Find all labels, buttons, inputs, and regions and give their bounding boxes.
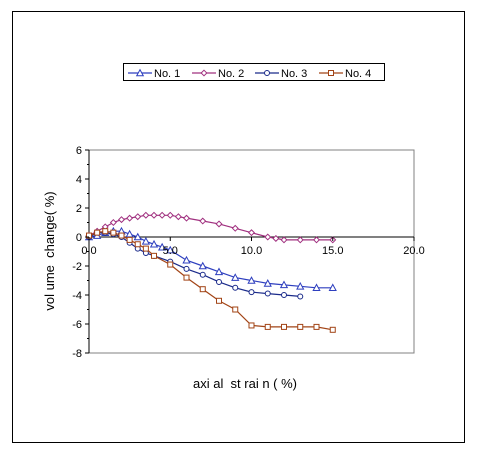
data-point [199, 271, 206, 278]
y-tick-label: 6 [76, 145, 82, 157]
data-point [231, 224, 239, 232]
series-no-3 [86, 229, 304, 300]
data-point [329, 326, 336, 333]
data-point [102, 228, 109, 235]
data-point [149, 239, 159, 248]
series-line [88, 230, 333, 331]
y-tick-label: 0 [76, 232, 82, 244]
data-point [214, 267, 224, 276]
legend-label: No. 1 [154, 68, 180, 80]
series-no-4 [86, 228, 336, 333]
chart-frame [12, 11, 465, 443]
data-point [281, 292, 287, 298]
data-point [94, 229, 101, 236]
data-point [183, 274, 190, 281]
data-point [134, 241, 141, 248]
data-point [263, 279, 272, 287]
legend-label: No. 4 [345, 68, 371, 80]
data-point [199, 286, 206, 293]
x-tick-label: 20.0 [403, 245, 424, 257]
data-point [157, 242, 167, 251]
data-point [151, 252, 157, 259]
data-point [126, 214, 134, 222]
data-point [264, 323, 271, 330]
legend: No. 1 No. 2 No. 3 No. 4 [123, 63, 385, 81]
data-point [248, 289, 255, 296]
y-tick-label: -2 [72, 261, 82, 273]
data-point [109, 218, 117, 227]
data-point [135, 68, 145, 77]
data-point [296, 281, 305, 290]
data-point [158, 211, 166, 219]
legend-label: No. 3 [281, 68, 307, 80]
y-tick-label: -4 [72, 290, 82, 302]
y-tick-label: 4 [76, 174, 82, 186]
data-point [126, 236, 133, 243]
data-point [118, 232, 125, 239]
data-point [264, 290, 271, 297]
data-point [312, 283, 321, 292]
data-point [216, 278, 222, 285]
data-point [198, 261, 207, 270]
data-point [231, 273, 240, 281]
series-line [88, 214, 333, 241]
data-point [166, 211, 174, 219]
y-tick-label: -8 [72, 348, 82, 360]
legend-svg: No. 1 No. 2 No. 3 No. 4 [128, 68, 371, 80]
x-axis-label: axi al st rai n ( %) [193, 376, 297, 391]
x-tick-label: 15.0 [322, 245, 343, 257]
data-point [328, 70, 334, 76]
data-point [199, 217, 207, 225]
x-tick-label: 0.0 [81, 245, 96, 257]
data-point [247, 276, 256, 284]
data-point [141, 236, 151, 245]
data-point [297, 323, 304, 330]
series-no-2 [85, 211, 337, 244]
y-axis-label: vol ume change( %) [42, 191, 57, 310]
x-tick-label: 10.0 [241, 245, 262, 257]
data-point [117, 216, 126, 224]
x-tick-label: 5.0 [163, 245, 178, 257]
data-point [182, 255, 191, 264]
data-point [279, 280, 289, 289]
data-point [166, 245, 175, 254]
legend-item: No. 1 [128, 68, 180, 80]
data-point [167, 261, 174, 268]
data-point [183, 265, 190, 272]
data-point [281, 323, 287, 330]
data-point [142, 245, 149, 252]
series-line [88, 232, 301, 297]
data-point [150, 211, 158, 219]
data-point [232, 306, 239, 313]
data-point [134, 213, 142, 221]
data-point [110, 229, 117, 236]
y-tick-label: -6 [72, 319, 82, 331]
data-point [133, 232, 142, 241]
data-point [142, 211, 150, 219]
legend-item: No. 3 [255, 68, 307, 80]
data-point [328, 283, 337, 292]
data-point [264, 233, 272, 241]
data-point [264, 70, 270, 76]
data-point [200, 69, 208, 77]
data-point [312, 236, 321, 244]
legend-label: No. 2 [218, 68, 244, 80]
legend-item: No. 2 [192, 68, 244, 80]
data-point [248, 322, 255, 329]
data-point [232, 284, 239, 291]
data-point [215, 220, 223, 228]
y-tick-label: 2 [76, 203, 82, 215]
data-point [313, 323, 320, 330]
data-point [272, 234, 280, 242]
data-point [296, 236, 304, 244]
data-point [247, 229, 256, 237]
data-point [280, 236, 288, 244]
data-point [216, 297, 222, 304]
data-point [182, 214, 191, 222]
data-point [174, 213, 182, 221]
data-point [297, 293, 304, 300]
legend-item: No. 4 [319, 68, 371, 80]
